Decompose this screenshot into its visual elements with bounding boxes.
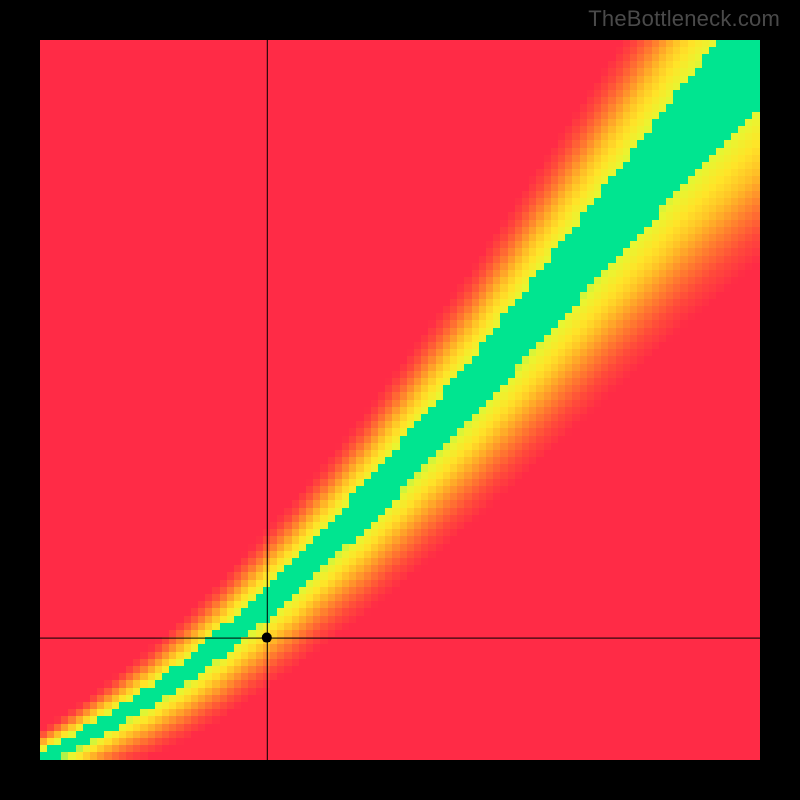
figure-root: TheBottleneck.com [0, 0, 800, 800]
heatmap-plot-area [40, 40, 760, 760]
watermark-text: TheBottleneck.com [588, 6, 780, 32]
heatmap-canvas [40, 40, 760, 760]
